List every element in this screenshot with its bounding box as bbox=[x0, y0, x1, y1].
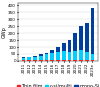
Legend: Thin film, c-si/multi, mono-Si: Thin film, c-si/multi, mono-Si bbox=[16, 84, 100, 87]
Bar bbox=[85, 52, 89, 60]
Bar bbox=[22, 58, 25, 60]
Bar bbox=[39, 54, 43, 56]
Bar bbox=[79, 26, 83, 50]
Bar bbox=[22, 57, 25, 58]
Bar bbox=[73, 60, 77, 61]
Bar bbox=[45, 53, 48, 54]
Bar bbox=[39, 60, 43, 61]
Bar bbox=[27, 60, 31, 61]
Bar bbox=[56, 60, 60, 61]
Bar bbox=[85, 60, 89, 61]
Y-axis label: GWp: GWp bbox=[2, 26, 7, 38]
Bar bbox=[62, 43, 66, 51]
Bar bbox=[56, 52, 60, 60]
Bar bbox=[91, 54, 94, 60]
Bar bbox=[62, 51, 66, 60]
Bar bbox=[68, 52, 71, 60]
Bar bbox=[62, 60, 66, 61]
Bar bbox=[33, 56, 37, 57]
Bar bbox=[45, 60, 48, 61]
Bar bbox=[91, 8, 94, 54]
Bar bbox=[50, 53, 54, 60]
Bar bbox=[85, 23, 89, 52]
Bar bbox=[79, 60, 83, 61]
Bar bbox=[91, 60, 94, 61]
Bar bbox=[50, 60, 54, 61]
Bar bbox=[68, 60, 71, 61]
Bar bbox=[73, 51, 77, 60]
Bar bbox=[27, 57, 31, 60]
Bar bbox=[50, 50, 54, 53]
Bar bbox=[22, 60, 25, 61]
Bar bbox=[56, 47, 60, 52]
Bar bbox=[79, 50, 83, 60]
Bar bbox=[33, 60, 37, 61]
Bar bbox=[33, 57, 37, 60]
Bar bbox=[73, 33, 77, 51]
Bar bbox=[68, 40, 71, 52]
Bar bbox=[39, 56, 43, 60]
Bar bbox=[45, 54, 48, 60]
